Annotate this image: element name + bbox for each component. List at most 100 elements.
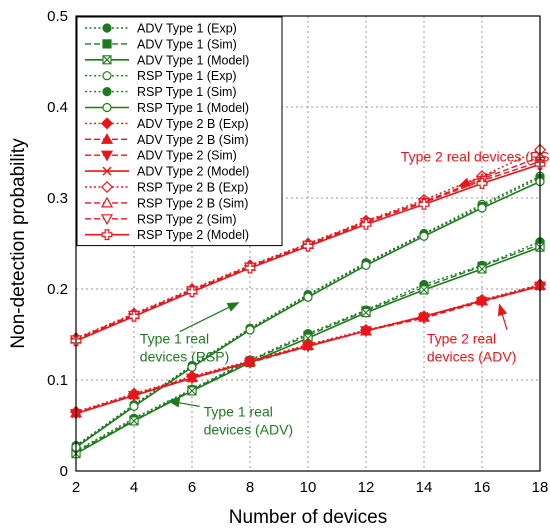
data-point [477,264,487,274]
y-tick-label: 0.1 [47,372,68,389]
y-tick-label: 0.4 [47,99,68,116]
legend-item: RSP Type 2 (Model) [85,228,249,242]
series-group [69,143,547,459]
legend-marker [100,196,114,208]
data-point [419,285,429,295]
x-axis-label: Number of devices [229,507,387,528]
legend-marker [102,166,112,176]
data-point [302,240,314,252]
data-point [303,341,313,351]
data-point [361,260,371,270]
annotation-text: devices (ADV) [427,349,516,365]
legend-label: RSP Type 2 (Model) [137,228,249,242]
legend-label: RSP Type 2 B (Sim) [137,196,248,210]
legend-label: RSP Type 2 (Sim) [137,212,237,226]
data-point [418,198,430,210]
y-tick-label: 0.2 [47,281,68,298]
y-tick-label: 0.5 [47,8,68,25]
data-point [477,296,487,306]
series-5 [71,177,545,452]
data-point [360,218,372,230]
annotation-text: Type 1 real [204,403,273,419]
legend-item: ADV Type 2 B (Sim) [85,133,249,147]
legend-item: RSP Type 1 (Sim) [85,85,237,99]
data-point [244,262,256,274]
y-tick-label: 0 [60,463,68,480]
legend-item: RSP Type 2 B (Exp) [85,181,248,195]
series-line [75,177,541,448]
x-tick-label: 10 [300,479,317,496]
legend-label: RSP Type 1 (Exp) [137,69,237,83]
legend-item: ADV Type 1 (Exp) [85,22,237,36]
data-point [187,373,197,383]
legend-marker [100,117,114,130]
legend-item: ADV Type 2 (Model) [85,165,249,179]
x-tick-label: 16 [474,479,491,496]
series-line [75,175,541,447]
annotation-0: Type 2 real devices (RSP) [401,149,550,187]
data-point [187,386,197,396]
legend: ADV Type 1 (Exp)ADV Type 1 (Sim) ADV Type… [76,16,283,247]
annotation-1: Type 1 real devices (RSP) [140,302,240,365]
data-point [129,390,139,401]
x-tick-label: 12 [358,479,375,496]
legend-marker [100,133,114,144]
data-point [186,286,198,298]
annotation-arrow [179,302,240,333]
x-tick-label: 4 [130,479,138,496]
legend-marker [102,39,112,49]
legend-marker [102,23,112,33]
data-point [128,310,140,322]
legend-item: ADV Type 1 (Model) [85,53,249,67]
legend-item: RSP Type 2 B (Sim) [85,196,248,210]
legend-label: ADV Type 1 (Model) [137,53,249,67]
data-point [419,311,429,321]
legend-item: ADV Type 2 (Sim) [85,149,237,163]
legend-item: ADV Type 2 B (Exp) [85,117,249,131]
series-line [75,160,541,341]
series-13 [70,158,546,347]
data-point [129,416,139,426]
legend-marker [100,180,114,194]
legend-label: RSP Type 1 (Model) [137,101,249,115]
legend-label: ADV Type 2 (Sim) [137,149,237,163]
annotation-text: Type 1 real [140,331,209,347]
legend-item: ADV Type 1 (Sim) [85,37,237,51]
data-point [476,178,488,189]
y-tick-label: 0.3 [47,190,68,207]
series-line [75,243,541,453]
data-point [245,325,255,335]
annotation-3: Type 1 real devices (ADV) [167,398,293,437]
x-tick-label: 6 [188,479,196,496]
legend-marker [102,86,112,97]
series-line [75,285,541,415]
data-point [303,292,313,302]
legend-marker [102,102,112,113]
legend-marker [101,229,113,241]
annotation-text: devices (RSP) [140,349,229,365]
annotation-text: Type 2 real [427,331,496,347]
x-tick-label: 14 [416,479,433,496]
legend-marker [102,71,112,81]
legend-label: RSP Type 1 (Sim) [137,85,237,99]
legend-label: ADV Type 1 (Exp) [137,22,237,36]
legend-label: ADV Type 2 B (Exp) [137,117,249,131]
series-9 [71,281,545,419]
legend-item: RSP Type 1 (Model) [85,101,249,115]
annotation-arrow [497,303,508,330]
data-point [477,203,487,213]
annotation-text: Type 2 real devices (RSP) [401,149,550,165]
annotations-group: Type 2 real devices (RSP) Type 1 real devi… [140,149,550,438]
data-point [129,401,139,411]
data-point [419,231,429,241]
data-point [361,326,371,336]
annotation-arrow [167,398,200,408]
annotation-text: devices (ADV) [204,421,293,437]
y-axis-label: Non-detection probability [8,138,29,349]
plot-frame [75,15,541,472]
legend-marker [100,150,114,162]
annotation-arrow [457,171,497,187]
legend-label: ADV Type 2 (Model) [137,165,249,179]
x-tick-label: 8 [246,479,254,496]
